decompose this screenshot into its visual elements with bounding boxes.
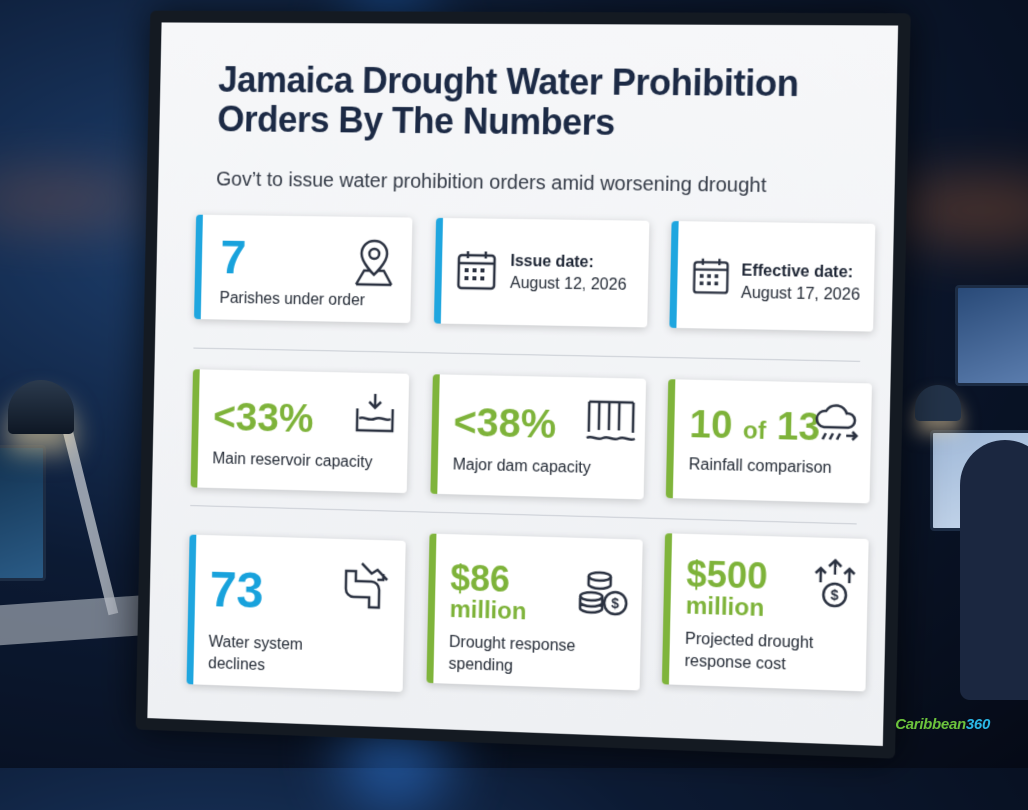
rainfall-label: Rainfall comparison: [688, 454, 831, 479]
spending-value-amount: $86: [450, 560, 510, 598]
map-pin-icon: [350, 237, 398, 289]
background-light: [0, 180, 160, 220]
spending-card: $86 million Drought response spending $: [426, 534, 642, 691]
water-system-value: 73: [209, 565, 264, 616]
water-system-label-line2: declines: [208, 653, 265, 676]
card-accent-bar: [669, 221, 678, 328]
dam-label: Major dam capacity: [452, 454, 590, 478]
rainfall-card: 10 of 13 Rainfall comparison: [666, 379, 872, 503]
row-divider: [193, 348, 860, 362]
card-accent-bar: [187, 535, 197, 685]
issue-date-label: Issue date:: [510, 253, 594, 272]
page-subtitle: Gov’t to issue water prohibition orders …: [216, 169, 767, 198]
parishes-value: 7: [220, 235, 247, 283]
dam-icon: [584, 396, 637, 447]
rainfall-value-count: 10: [689, 404, 733, 447]
desk-lamp-arm: [60, 419, 118, 615]
background-monitor: [0, 445, 46, 581]
pipe-decline-icon: [339, 557, 395, 614]
effective-date-label: Effective date:: [741, 262, 853, 282]
rainfall-value: 10 of 13: [689, 406, 820, 447]
spending-label-line1: Drought response: [449, 632, 576, 657]
brand-logo: Caribbean360: [895, 716, 990, 733]
projected-value-amount: $500: [686, 556, 768, 595]
effective-date-value: August 17, 2026: [741, 285, 860, 305]
projected-cost-card: $500 million Projected drought response …: [662, 533, 869, 691]
card-accent-bar: [194, 215, 203, 319]
row-divider: [190, 505, 857, 524]
parishes-label: Parishes under order: [219, 288, 365, 311]
effective-date-card: Effective date: August 17, 2026: [669, 221, 875, 332]
display-monitor: Jamaica Drought Water Prohibition Orders…: [136, 11, 911, 759]
dam-card: <38% Major dam capacity: [430, 374, 646, 499]
card-accent-bar: [430, 374, 439, 494]
card-accent-bar: [426, 534, 436, 684]
reservoir-card: <33% Main reservoir capacity: [191, 369, 410, 493]
reservoir-label: Main reservoir capacity: [212, 448, 373, 473]
infographic-screen: Jamaica Drought Water Prohibition Orders…: [147, 22, 898, 746]
desk-lamp: [915, 385, 961, 421]
svg-text:$: $: [611, 595, 619, 612]
brand-logo-text: Caribbean: [895, 716, 966, 733]
svg-text:$: $: [830, 587, 839, 604]
calendar-icon: [690, 256, 731, 297]
background-monitor: [955, 285, 1028, 386]
desk-lamp: [8, 380, 74, 434]
background-person: [960, 440, 1028, 700]
reservoir-value: <33%: [213, 397, 314, 439]
card-accent-bar: [662, 533, 672, 684]
page-title: Jamaica Drought Water Prohibition Orders…: [217, 60, 856, 145]
water-system-card: 73 Water system declines: [187, 535, 406, 692]
rainfall-value-of: of: [743, 417, 767, 445]
projected-value-unit: million: [685, 594, 764, 621]
money-growth-icon: $: [812, 556, 858, 612]
calendar-icon: [454, 248, 498, 293]
projected-label-line1: Projected drought: [685, 629, 814, 654]
issue-date-card: Issue date: August 12, 2026: [434, 218, 650, 328]
brand-logo-number: 360: [966, 716, 990, 733]
card-accent-bar: [666, 379, 676, 498]
card-accent-bar: [434, 218, 443, 324]
reservoir-icon: [351, 390, 399, 439]
dam-value: <38%: [453, 403, 557, 445]
water-system-label-line1: Water system: [208, 632, 303, 656]
spending-value-unit: million: [449, 598, 526, 624]
spending-label-line2: spending: [448, 654, 513, 677]
background-desk: [0, 595, 150, 645]
rain-cloud-icon: [811, 398, 861, 448]
card-accent-bar: [191, 369, 200, 487]
issue-date-value: August 12, 2026: [510, 275, 627, 295]
projected-label-line2: response cost: [684, 651, 786, 676]
parishes-card: 7 Parishes under order: [194, 215, 412, 323]
coins-icon: $: [577, 566, 632, 622]
